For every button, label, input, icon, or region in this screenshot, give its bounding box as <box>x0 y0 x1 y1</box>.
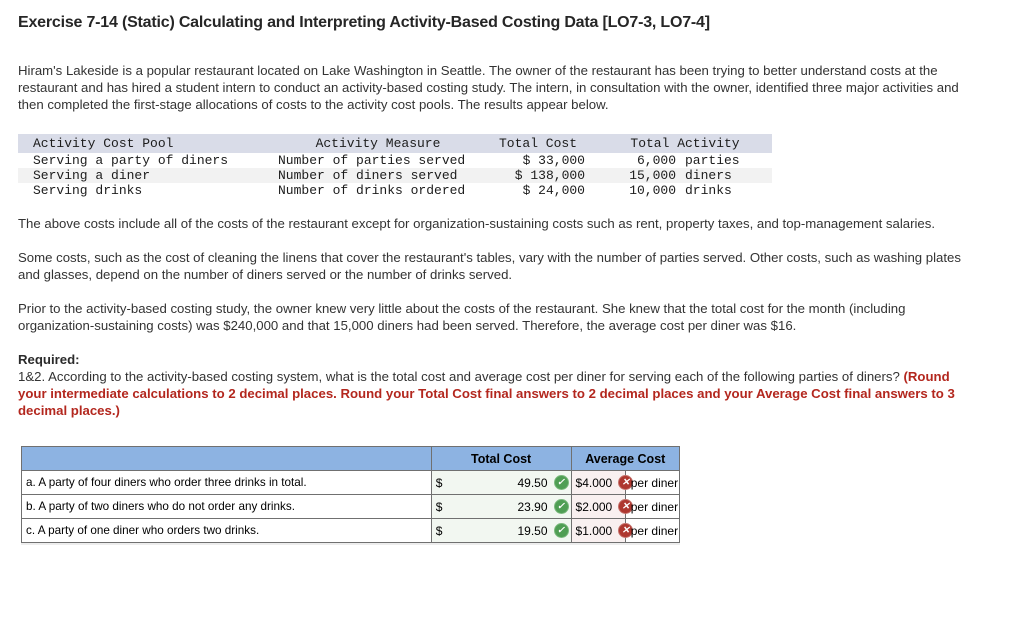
average-cost-input[interactable]: $ 2.000 ✕ <box>570 494 634 519</box>
average-cost-value: 2.000 <box>582 499 613 514</box>
answer-row-a: a. A party of four diners who order thre… <box>21 470 681 495</box>
total-cost-value: 49.50 <box>517 475 548 490</box>
correct-check-icon: ✓ <box>553 523 569 538</box>
currency-symbol: $ <box>575 475 583 490</box>
currency-symbol: $ <box>435 499 443 514</box>
table-row: Serving a party of diners Number of part… <box>18 153 772 168</box>
col-header-activity-cost-pool: Activity Cost Pool <box>33 136 174 151</box>
answer-table-header-row: Total Cost Average Cost <box>21 446 681 471</box>
table-row: Serving drinks Number of drinks ordered … <box>18 183 772 198</box>
total-cost-value: 23.90 <box>517 499 548 514</box>
answer-row-b: b. A party of two diners who do not orde… <box>21 494 681 519</box>
average-cost-header: Average Cost <box>570 446 681 471</box>
party-description: c. A party of one diner who orders two d… <box>21 518 432 543</box>
col-header-activity-measure: Activity Measure <box>315 136 441 151</box>
total-cost-header: Total Cost <box>430 446 572 471</box>
total-cost-input[interactable]: $ 49.50 ✓ <box>430 470 572 495</box>
some-costs-paragraph: Some costs, such as the cost of cleaning… <box>18 250 961 282</box>
total-cost-input[interactable]: $ 19.50 ✓ <box>430 518 572 543</box>
required-question: 1&2. According to the activity-based cos… <box>18 368 966 419</box>
total-cost-value: 19.50 <box>517 523 548 538</box>
party-description: b. A party of two diners who do not orde… <box>21 494 432 519</box>
activity-measure-cell: Number of drinks ordered <box>278 183 466 198</box>
average-cost-value: 1.000 <box>582 523 613 538</box>
per-diner-label: per diner <box>624 470 681 495</box>
table-row: Serving a diner Number of diners served … <box>18 168 772 183</box>
cost-pool-cell: Serving a party of diners <box>33 153 229 168</box>
currency-symbol: $ <box>575 523 583 538</box>
party-description: a. A party of four diners who order thre… <box>21 470 432 495</box>
per-diner-label: per diner <box>624 518 681 543</box>
total-activity-cell: 15,000 diners <box>598 168 772 183</box>
correct-check-icon: ✓ <box>553 475 569 490</box>
intro-paragraph: Hiram's Lakeside is a popular restaurant… <box>18 63 959 112</box>
currency-symbol: $ <box>435 475 443 490</box>
activity-unit: parties <box>685 153 740 168</box>
total-cost-cell: $ 33,000 <box>522 153 585 168</box>
currency-symbol: $ <box>575 499 583 514</box>
answer-row-c: c. A party of one diner who orders two d… <box>21 518 681 543</box>
correct-check-icon: ✓ <box>553 499 569 514</box>
required-label: Required: <box>18 352 80 367</box>
total-activity-cell: 10,000 drinks <box>598 183 772 198</box>
currency-symbol: $ <box>435 523 443 538</box>
rounding-instruction: (Round your intermediate calculations to… <box>18 369 955 418</box>
activity-measure-cell: Number of diners served <box>278 168 458 183</box>
activity-unit: drinks <box>685 183 732 198</box>
total-cost-input[interactable]: $ 23.90 ✓ <box>430 494 572 519</box>
average-cost-input[interactable]: $ 4.000 ✕ <box>570 470 634 495</box>
col-header-total-activity: Total Activity <box>630 136 740 151</box>
graded-answer-table: Total Cost Average Cost a. A party of fo… <box>21 446 681 543</box>
activity-amount: 15,000 <box>629 168 676 183</box>
activity-amount: 10,000 <box>629 183 676 198</box>
page-title: Exercise 7-14 (Static) Calculating and I… <box>18 14 710 31</box>
average-cost-input[interactable]: $ 1.000 ✕ <box>570 518 634 543</box>
incorrect-x-icon: ✕ <box>618 499 634 514</box>
col-header-total-cost: Total Cost <box>498 136 577 151</box>
question-text: 1&2. According to the activity-based cos… <box>18 369 904 384</box>
activity-amount: 6,000 <box>636 153 676 168</box>
activity-measure-cell: Number of parties served <box>278 153 466 168</box>
average-cost-value: 4.000 <box>582 475 613 490</box>
activity-cost-pool-table: Activity Cost Pool Activity Measure Tota… <box>18 134 772 198</box>
activity-unit: diners <box>685 168 732 183</box>
cost-pool-cell: Serving a diner <box>33 168 151 183</box>
above-costs-paragraph: The above costs include all of the costs… <box>18 216 936 231</box>
total-cost-cell: $ 138,000 <box>514 168 585 183</box>
cost-table-header-row: Activity Cost Pool Activity Measure Tota… <box>18 134 772 153</box>
total-cost-cell: $ 24,000 <box>522 183 585 198</box>
prior-study-paragraph: Prior to the activity-based costing stud… <box>18 301 906 333</box>
total-activity-cell: 6,000 parties <box>598 153 772 168</box>
empty-header-cell <box>21 446 432 471</box>
per-diner-label: per diner <box>624 494 681 519</box>
cost-pool-cell: Serving drinks <box>33 183 143 198</box>
